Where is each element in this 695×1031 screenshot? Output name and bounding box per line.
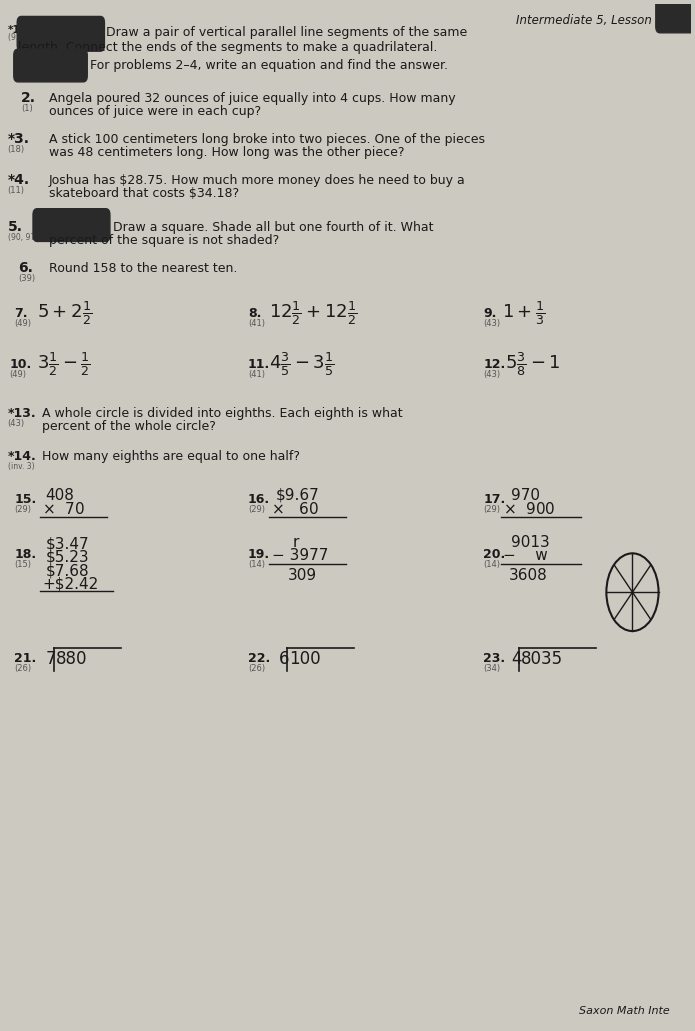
Text: length. Connect the ends of the segments to make a quadrilateral.: length. Connect the ends of the segments…: [18, 40, 437, 54]
Text: (43): (43): [484, 319, 500, 328]
Text: 21.: 21.: [15, 653, 37, 665]
Text: $\times$   60: $\times$ 60: [270, 501, 318, 518]
Text: 15.: 15.: [15, 493, 37, 505]
Text: Draw a pair of vertical parallel line segments of the same: Draw a pair of vertical parallel line se…: [106, 27, 467, 39]
Text: $3.47: $3.47: [45, 536, 89, 552]
Text: (14): (14): [248, 560, 265, 569]
Text: 6: 6: [279, 650, 289, 668]
Text: r: r: [293, 535, 299, 550]
Text: 9013: 9013: [511, 535, 550, 550]
Text: 309: 309: [288, 568, 317, 584]
Text: +$2.42: +$2.42: [42, 576, 98, 592]
Text: percent of the square is not shaded?: percent of the square is not shaded?: [49, 234, 279, 246]
Text: (inv. 3): (inv. 3): [8, 462, 34, 471]
Text: (39): (39): [18, 274, 35, 282]
Text: (49): (49): [10, 370, 26, 378]
Text: 880: 880: [56, 650, 87, 668]
Text: 408: 408: [45, 488, 74, 502]
Text: 11.: 11.: [248, 358, 270, 371]
Text: (43): (43): [484, 370, 500, 378]
Text: *1.: *1.: [8, 25, 24, 35]
Text: $9.67: $9.67: [275, 488, 319, 502]
Text: (1): (1): [22, 104, 33, 113]
Text: (15): (15): [15, 560, 31, 569]
Text: $5\frac{3}{8} - 1$: $5\frac{3}{8} - 1$: [505, 351, 561, 378]
Text: (90, 97): (90, 97): [8, 233, 38, 242]
Text: $5.23: $5.23: [45, 550, 89, 565]
Text: Joshua has $28.75. How much more money does he need to buy a: Joshua has $28.75. How much more money d…: [49, 173, 466, 187]
Text: 970: 970: [511, 488, 540, 502]
Text: (29): (29): [248, 505, 265, 513]
FancyBboxPatch shape: [14, 49, 88, 81]
Text: Draw a square. Shade all but one fourth of it. What: Draw a square. Shade all but one fourth …: [113, 221, 433, 234]
Text: *14.: *14.: [8, 450, 36, 463]
Text: $1 + \frac{1}{3}$: $1 + \frac{1}{3}$: [502, 299, 546, 327]
Text: (26): (26): [15, 664, 31, 673]
Text: 3608: 3608: [509, 568, 548, 584]
Text: (43): (43): [8, 419, 25, 428]
Text: 7: 7: [45, 650, 56, 668]
Text: − 3977: − 3977: [272, 547, 328, 563]
Text: 6.: 6.: [18, 261, 33, 275]
Text: *4.: *4.: [8, 173, 30, 187]
Text: 100: 100: [289, 650, 321, 668]
FancyBboxPatch shape: [656, 0, 695, 33]
Text: For problems 2–4, write an equation and find the answer.: For problems 2–4, write an equation and …: [90, 59, 448, 72]
Text: 10.: 10.: [10, 358, 32, 371]
Text: A stick 100 centimeters long broke into two pieces. One of the pieces: A stick 100 centimeters long broke into …: [49, 133, 485, 145]
Text: Intermediate 5, Lesson 43: Intermediate 5, Lesson 43: [516, 14, 670, 27]
FancyBboxPatch shape: [17, 16, 104, 52]
Text: $12\frac{1}{2} + 12\frac{1}{2}$: $12\frac{1}{2} + 12\frac{1}{2}$: [268, 299, 357, 327]
Text: −    w: − w: [503, 547, 548, 563]
Text: 8.: 8.: [248, 306, 261, 320]
Text: 2.: 2.: [22, 92, 36, 105]
Text: 17.: 17.: [484, 493, 506, 505]
Text: 5.: 5.: [8, 220, 23, 234]
Text: How many eighths are equal to one half?: How many eighths are equal to one half?: [42, 450, 300, 463]
Text: was 48 centimeters long. How long was the other piece?: was 48 centimeters long. How long was th…: [49, 146, 404, 159]
Text: (18): (18): [8, 145, 25, 154]
Text: (29): (29): [15, 505, 31, 513]
Text: (41): (41): [248, 370, 265, 378]
Text: (29): (29): [484, 505, 500, 513]
Text: 7.: 7.: [15, 306, 28, 320]
Text: (34): (34): [484, 664, 500, 673]
Text: 22.: 22.: [248, 653, 270, 665]
Text: Saxon Math Inte: Saxon Math Inte: [580, 1006, 670, 1017]
Text: (14): (14): [484, 560, 500, 569]
Text: 23.: 23.: [484, 653, 505, 665]
Text: (26): (26): [248, 664, 265, 673]
Text: $7.68: $7.68: [45, 563, 89, 578]
Text: 18.: 18.: [15, 547, 37, 561]
Text: A whole circle is divided into eighths. Each eighth is what: A whole circle is divided into eighths. …: [42, 407, 402, 420]
Text: 8035: 8035: [521, 650, 564, 668]
Text: Angela poured 32 ounces of juice equally into 4 cups. How many: Angela poured 32 ounces of juice equally…: [49, 92, 455, 105]
Text: $4\frac{3}{5} - 3\frac{1}{5}$: $4\frac{3}{5} - 3\frac{1}{5}$: [268, 351, 334, 378]
Text: $5 + 2\frac{1}{2}$: $5 + 2\frac{1}{2}$: [37, 299, 92, 327]
Text: 4: 4: [511, 650, 521, 668]
Text: $\times$  900: $\times$ 900: [503, 501, 556, 518]
Text: 12.: 12.: [484, 358, 506, 371]
Text: 9.: 9.: [484, 306, 497, 320]
Text: percent of the whole circle?: percent of the whole circle?: [42, 420, 216, 433]
Text: Round 158 to the nearest ten.: Round 158 to the nearest ten.: [49, 262, 237, 274]
Text: (91, 92): (91, 92): [8, 33, 38, 42]
Text: ounces of juice were in each cup?: ounces of juice were in each cup?: [49, 105, 261, 118]
FancyBboxPatch shape: [33, 208, 110, 241]
Text: skateboard that costs $34.18?: skateboard that costs $34.18?: [49, 187, 239, 200]
Text: *3.: *3.: [8, 132, 30, 146]
Text: 20.: 20.: [484, 547, 506, 561]
Text: $\times$  70: $\times$ 70: [42, 501, 85, 518]
Text: $3\frac{1}{2} - \frac{1}{2}$: $3\frac{1}{2} - \frac{1}{2}$: [37, 351, 91, 378]
Text: (49): (49): [15, 319, 31, 328]
Text: 16.: 16.: [248, 493, 270, 505]
Text: *13.: *13.: [8, 407, 36, 420]
Text: 19.: 19.: [248, 547, 270, 561]
Text: (41): (41): [248, 319, 265, 328]
Text: (11): (11): [8, 186, 24, 195]
